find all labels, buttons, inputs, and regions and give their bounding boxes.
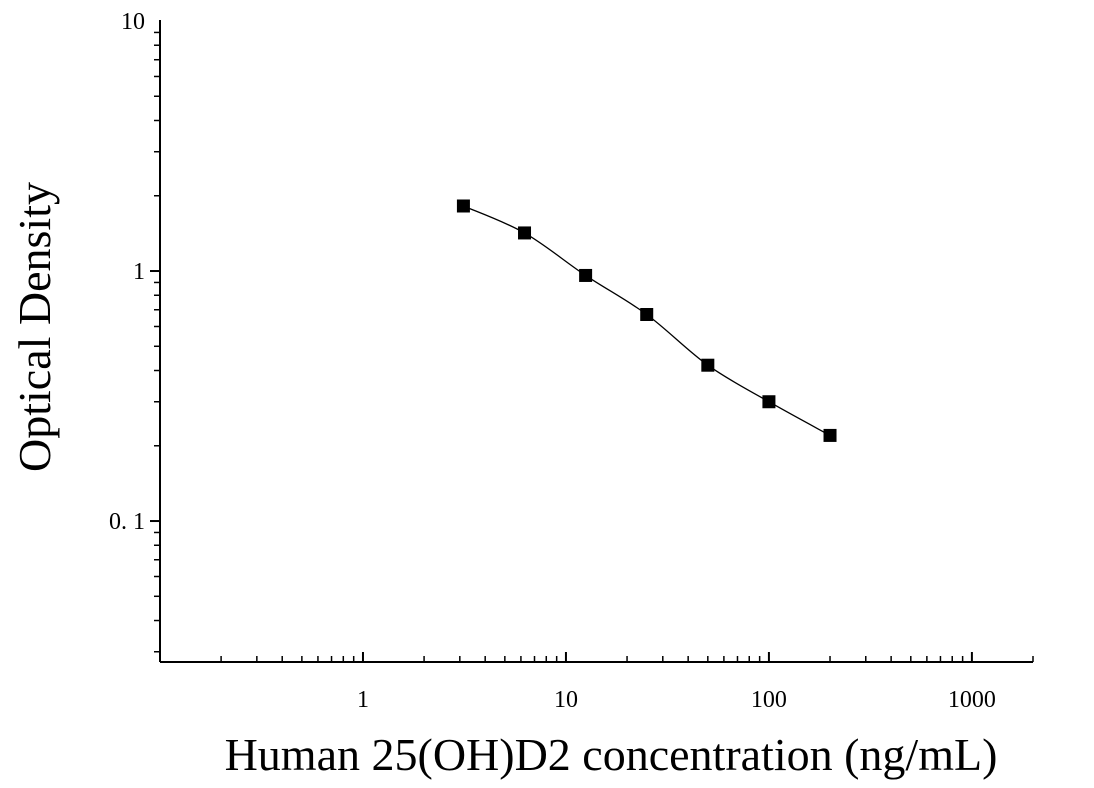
- data-point: [701, 358, 715, 372]
- y-tick-label: 1: [133, 259, 145, 285]
- x-tick-label: 1: [357, 687, 369, 713]
- data-point: [456, 199, 470, 213]
- y-axis-title: Optical Density: [9, 182, 60, 472]
- y-tick-label: 0. 1: [109, 509, 145, 535]
- x-axis-title: Human 25(OH)D2 concentration (ng/mL): [225, 729, 998, 780]
- tick-labels: 1 10 100 1000 0. 1 1 10: [109, 9, 996, 713]
- data-point: [640, 307, 654, 321]
- ticks: [150, 31, 1034, 662]
- x-tick-label: 100: [751, 687, 787, 713]
- x-tick-label: 1000: [948, 687, 996, 713]
- data-point: [518, 226, 532, 240]
- data-point: [823, 428, 837, 442]
- axes: [159, 20, 1033, 663]
- data-points: [456, 199, 837, 442]
- data-point: [762, 395, 776, 409]
- y-tick-label: 10: [121, 9, 145, 35]
- x-tick-label: 10: [554, 687, 578, 713]
- data-point: [579, 268, 593, 282]
